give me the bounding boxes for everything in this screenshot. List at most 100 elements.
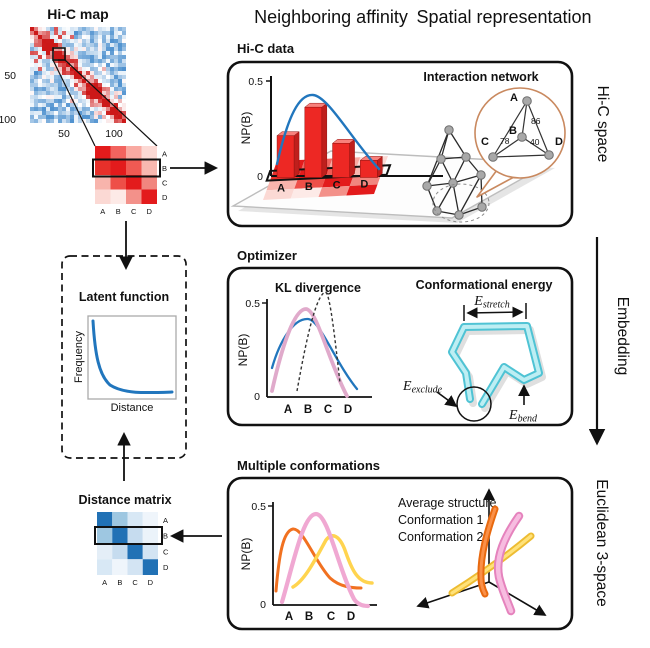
side-label-hic-space: Hi-C space <box>594 86 611 163</box>
e-exclude-arrow <box>436 391 458 408</box>
svg-text:B: B <box>163 532 168 541</box>
hic-map-xtick-100: 100 <box>105 128 123 140</box>
zoom-bubble-graph <box>488 96 554 162</box>
header-spatial-representation: Spatial representation <box>416 7 591 27</box>
polymer-chain-core <box>450 324 541 406</box>
hic-map-title: Hi-C map <box>47 6 108 22</box>
tube-yellow-core <box>450 534 533 595</box>
network-cluster-dashed-circle <box>432 183 490 223</box>
kl-dashed-curve <box>296 291 341 392</box>
e-exclude-label: Eexclude <box>402 379 443 396</box>
mc-ymax-label: 0.5 <box>251 501 266 513</box>
kl-ymin-label: 0 <box>254 391 260 403</box>
svg-text:A: A <box>102 578 107 587</box>
zoom-connector-left <box>52 59 96 147</box>
svg-text:D: D <box>360 178 368 190</box>
bar-chart-ymin-label: 0 <box>257 171 263 183</box>
svg-text:D: D <box>163 563 169 572</box>
svg-text:B: B <box>117 578 122 587</box>
bubble-node-label-b: B <box>509 125 517 137</box>
mc-pink-curve <box>279 511 371 609</box>
latent-xlabel: Distance <box>111 402 154 414</box>
bubble-node-label-a: A <box>510 92 518 104</box>
mc-yellow-curve <box>291 534 374 589</box>
svg-text:A: A <box>100 207 105 216</box>
mc-xlabel-c: C <box>327 611 335 623</box>
box1-label: Hi-C data <box>237 41 295 56</box>
svg-text:C: C <box>333 180 341 192</box>
edge-weight-86: 86 <box>531 116 541 126</box>
svg-text:A: A <box>163 516 168 525</box>
kl-xlabel-c: C <box>324 404 332 416</box>
mc-y-label: NP(B) <box>239 538 253 571</box>
e-bend-label: Ebend <box>508 408 538 425</box>
red-contact-matrix <box>95 146 157 204</box>
kl-xlabel-a: A <box>284 404 292 416</box>
perspective-matrix-letters: A B C D <box>277 178 368 194</box>
kl-y-label: NP(B) <box>236 334 250 367</box>
interaction-network-graph <box>422 125 487 220</box>
hic-map-xtick-50: 50 <box>58 128 70 140</box>
e-stretch-label: Estretch <box>473 294 509 311</box>
legend-average-structure: Average structure <box>398 496 496 510</box>
svg-text:D: D <box>147 207 153 216</box>
bubble-node-label-c: C <box>481 136 489 148</box>
mc-xlabel-a: A <box>285 611 293 623</box>
interaction-network-title: Interaction network <box>423 70 538 84</box>
svg-text:D: D <box>162 193 168 202</box>
kl-blue-curve <box>270 317 359 391</box>
red-matrix-row-b-highlight <box>92 158 161 178</box>
mc-ymin-label: 0 <box>260 599 266 611</box>
edge-weight-78: 78 <box>500 136 510 146</box>
gaussian-curve <box>275 93 381 171</box>
svg-text:A: A <box>277 183 285 195</box>
box2-label: Optimizer <box>237 248 297 263</box>
svg-text:D: D <box>148 578 154 587</box>
kl-xlabel-d: D <box>344 404 352 416</box>
svg-text:A: A <box>162 149 167 158</box>
blue-matrix-row-b-highlight <box>94 526 163 545</box>
kl-title: KL divergence <box>275 281 361 295</box>
latent-title: Latent function <box>79 290 169 304</box>
hic-map-ytick-50: 50 <box>4 70 16 82</box>
e-stretch-double-arrow <box>466 306 524 319</box>
legend-conformation-1: Conformation 1 <box>398 513 484 527</box>
mc-xlabel-b: B <box>305 611 313 623</box>
header-neighboring-affinity: Neighboring affinity <box>254 7 408 27</box>
svg-text:C: C <box>162 178 168 187</box>
kl-xlabel-b: B <box>304 404 312 416</box>
hic-map-heatmap <box>30 27 126 123</box>
legend-conformation-2: Conformation 2 <box>398 530 484 544</box>
kl-ymax-label: 0.5 <box>245 298 260 310</box>
tube-orange-core <box>479 507 497 596</box>
zoom-connector-right <box>64 59 158 147</box>
kl-pink-curve <box>270 307 349 398</box>
svg-text:C: C <box>132 578 138 587</box>
np-bar-chart-bars <box>276 102 384 179</box>
distance-matrix-grid <box>97 512 158 575</box>
distance-matrix-title: Distance matrix <box>78 493 171 507</box>
bar-chart-ymax-label: 0.5 <box>248 76 263 88</box>
svg-text:B: B <box>305 181 313 193</box>
svg-text:C: C <box>163 547 169 556</box>
side-label-euclidean: Euclidean 3-space <box>593 479 610 607</box>
side-label-embedding: Embedding <box>614 297 631 375</box>
hic-map-ytick-100: 100 <box>0 114 16 126</box>
svg-text:C: C <box>131 207 137 216</box>
bubble-node-label-d: D <box>555 136 563 148</box>
box3-label: Multiple conformations <box>237 458 380 473</box>
latent-plot-frame <box>87 315 177 400</box>
tube-pink-core <box>495 513 522 614</box>
mc-xlabel-d: D <box>347 611 355 623</box>
mc-orange-curve <box>274 527 363 593</box>
svg-text:B: B <box>116 207 121 216</box>
latent-decay-curve <box>91 319 174 395</box>
edge-weight-40: 40 <box>530 137 540 147</box>
latent-ylabel: Frequency <box>73 331 85 383</box>
svg-text:B: B <box>162 164 167 173</box>
energy-title: Conformational energy <box>416 278 553 292</box>
